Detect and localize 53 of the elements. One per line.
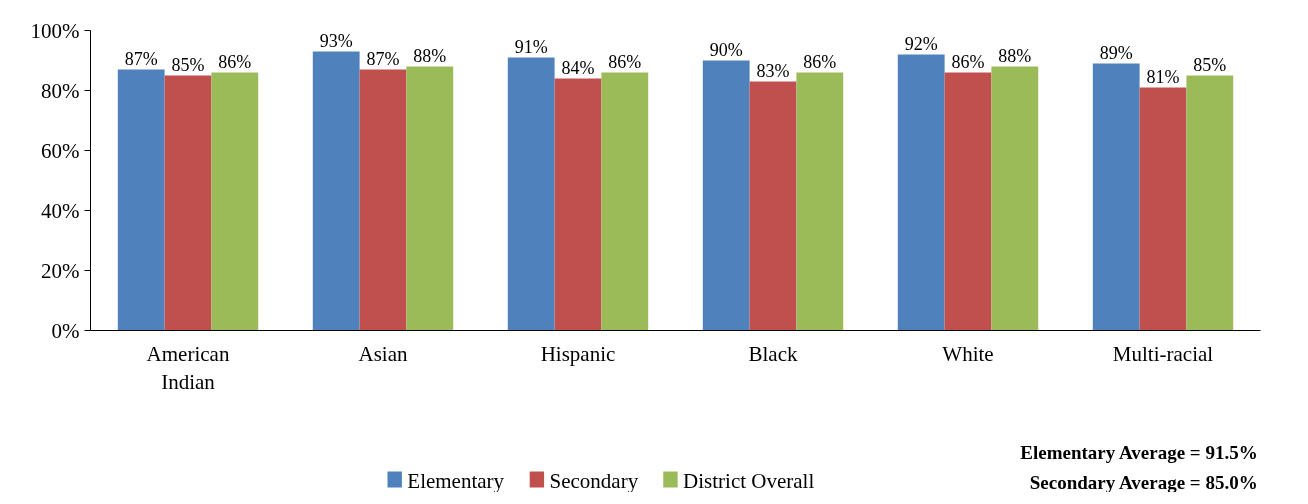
y-tick-label: 60% <box>41 138 80 163</box>
legend-label: Secondary <box>549 468 639 493</box>
data-label: 83% <box>756 60 790 81</box>
bar <box>164 75 212 331</box>
bar <box>1186 75 1234 331</box>
data-label: 90% <box>709 39 743 60</box>
bar <box>796 72 844 331</box>
x-tick-label: White <box>942 341 994 366</box>
data-label: 81% <box>1146 66 1180 87</box>
data-label: 93% <box>319 30 353 51</box>
y-tick-label: 40% <box>41 198 80 223</box>
legend-label: District Overall <box>683 468 815 493</box>
data-label: 85% <box>1193 54 1227 75</box>
data-label: 86% <box>951 51 985 72</box>
x-tick-label: Multi-racial <box>1112 341 1214 366</box>
data-label: 89% <box>1099 42 1133 63</box>
x-tick-label: Hispanic <box>540 341 616 366</box>
bar <box>991 66 1039 331</box>
data-label: 87% <box>124 48 158 69</box>
y-tick-label: 0% <box>51 318 80 343</box>
y-tick-label: 20% <box>41 258 80 283</box>
data-label: 84% <box>561 57 595 78</box>
bar <box>406 66 454 331</box>
data-label: 87% <box>366 48 400 69</box>
bar <box>702 60 750 331</box>
bar <box>117 69 165 331</box>
y-tick-label: 80% <box>41 78 80 103</box>
data-label: 92% <box>904 33 938 54</box>
data-label: 86% <box>608 51 642 72</box>
bar <box>601 72 649 331</box>
bar <box>944 72 992 331</box>
bar <box>1092 63 1140 331</box>
bar <box>749 81 797 331</box>
x-tick-label: Asian <box>358 341 408 366</box>
data-label: 86% <box>803 51 837 72</box>
data-label: 86% <box>218 51 252 72</box>
x-tick-label: American Indian <box>146 341 230 395</box>
bar <box>211 72 259 331</box>
bar <box>507 57 555 331</box>
bar <box>554 78 602 331</box>
data-label: 91% <box>514 36 548 57</box>
text: Secondary Average = 85.0% <box>1029 471 1258 493</box>
data-label: 85% <box>171 54 205 75</box>
data-label: 88% <box>998 45 1032 66</box>
x-tick-label: Black <box>748 341 798 366</box>
y-tick-label: 100% <box>30 18 80 43</box>
bar <box>1139 87 1187 331</box>
bar <box>359 69 407 331</box>
bar <box>312 51 360 331</box>
bar <box>897 54 945 331</box>
data-label: 88% <box>413 45 447 66</box>
legend-label: Elementary <box>407 468 505 493</box>
text: Elementary Average = 91.5% <box>1020 441 1258 463</box>
